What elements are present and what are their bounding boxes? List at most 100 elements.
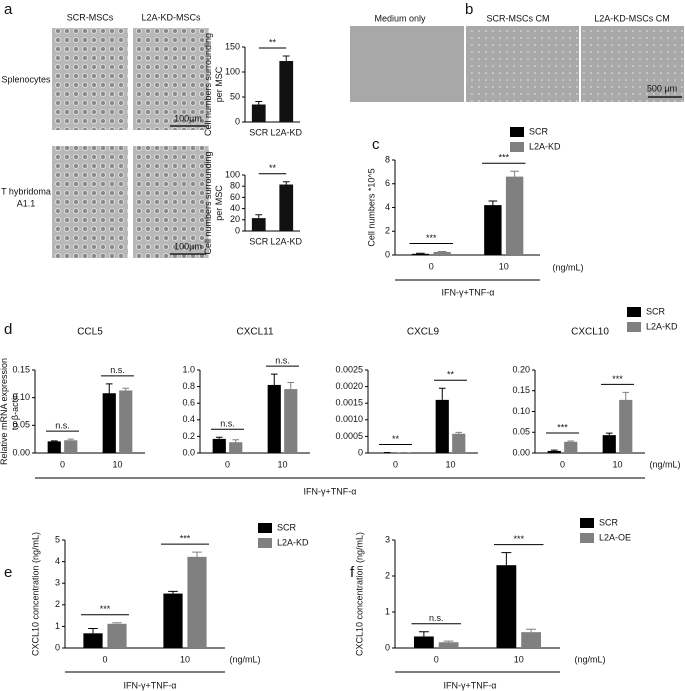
y-axis-label: CXCL10 concentration (ng/mL) xyxy=(354,532,364,656)
image-label: SCR-MSCs CM xyxy=(487,13,550,23)
y-tick-label: 50 xyxy=(230,91,240,101)
error-bar xyxy=(168,590,178,594)
significance-label: *** xyxy=(180,533,191,543)
unit-label: (ng/mL) xyxy=(229,654,260,664)
y-tick-label: 40 xyxy=(230,203,240,213)
legend-label: SCR xyxy=(599,517,619,527)
error-bar xyxy=(510,170,519,177)
significance-label: ** xyxy=(447,370,455,380)
chart-title: CCL5 xyxy=(77,327,103,338)
bar xyxy=(564,441,578,453)
bar xyxy=(619,399,633,453)
x-tick-label: 10 xyxy=(277,459,287,469)
y-tick-label: 8 xyxy=(385,154,390,164)
row-label: Splenocytes xyxy=(1,74,51,84)
y-tick-label: 80 xyxy=(230,181,240,191)
x-tick-label: L2A-KD xyxy=(270,127,302,137)
micrograph xyxy=(52,146,128,258)
error-bar xyxy=(622,391,630,400)
error-bar xyxy=(488,200,498,206)
bar xyxy=(602,435,616,453)
error-bar xyxy=(112,622,122,624)
y-axis-label: to β-actin xyxy=(10,393,20,430)
chart-title: CXCL10 xyxy=(571,327,609,338)
bar xyxy=(64,440,78,453)
y-tick-label: 0 xyxy=(55,642,60,652)
bar xyxy=(413,636,434,648)
y-tick-label: 6 xyxy=(385,178,390,188)
significance-label: *** xyxy=(498,153,509,163)
bar xyxy=(251,104,266,122)
error-bar xyxy=(437,250,447,253)
significance-label: *** xyxy=(513,534,524,544)
bar xyxy=(83,633,103,648)
y-tick-label: 0.05 xyxy=(512,427,530,437)
bar xyxy=(212,438,226,453)
error-bar xyxy=(255,214,263,219)
legend-swatch xyxy=(510,142,524,152)
x-tick-label: 10 xyxy=(180,654,190,664)
error-bar xyxy=(105,383,113,394)
legend-label: SCR xyxy=(646,306,666,316)
y-axis-label: per MSC xyxy=(214,66,224,102)
error-bar xyxy=(567,440,575,442)
x-tick-label: 0 xyxy=(560,459,565,469)
y-tick-label: 1 xyxy=(55,621,60,631)
bar xyxy=(438,642,459,648)
y-tick-label: 0 xyxy=(235,116,240,126)
y-tick-label: 0.4 xyxy=(182,414,195,424)
error-bar xyxy=(255,101,263,105)
error-bar xyxy=(122,387,130,391)
legend-swatch xyxy=(627,307,641,317)
error-bar xyxy=(501,552,512,566)
y-tick-label: 0.0025 xyxy=(335,364,363,374)
bar xyxy=(505,176,524,255)
x-axis-label: IFN-γ+TNF-α xyxy=(444,680,497,690)
bar xyxy=(47,441,61,453)
y-axis-label: Relative mRNA expression xyxy=(0,358,9,465)
significance-label: *** xyxy=(612,374,623,384)
y-tick-label: 0.6 xyxy=(182,398,195,408)
x-tick-label: L2A-KD xyxy=(270,236,302,246)
panel-letter: f xyxy=(350,564,355,581)
bar xyxy=(267,384,281,453)
x-tick-label: 10 xyxy=(612,459,622,469)
x-tick-label: 0 xyxy=(429,261,434,271)
bar xyxy=(107,623,127,648)
row-label: T hybridoma xyxy=(1,186,51,196)
y-tick-label: 150 xyxy=(225,41,240,51)
legend-swatch xyxy=(580,533,594,543)
x-tick-label: 0 xyxy=(225,459,230,469)
significance-label: n.s. xyxy=(429,613,444,623)
significance-label: ** xyxy=(392,434,400,444)
x-tick-label: 10 xyxy=(112,459,122,469)
panel-letter: d xyxy=(4,321,12,338)
y-tick-label: 0.00 xyxy=(12,447,30,457)
y-tick-label: 0.0010 xyxy=(335,414,363,424)
x-tick-label: 10 xyxy=(445,459,455,469)
x-tick-label: 0 xyxy=(60,459,65,469)
error-bar xyxy=(282,55,290,61)
bar xyxy=(102,393,116,453)
error-bar xyxy=(605,432,613,436)
y-axis-label: CXCL10 concentration (ng/mL) xyxy=(30,532,40,656)
y-tick-label: 4 xyxy=(385,202,390,212)
y-tick-label: 0.05 xyxy=(12,420,30,430)
chart-title: CXCL11 xyxy=(236,327,273,338)
bar xyxy=(521,632,542,648)
error-bar xyxy=(455,431,463,434)
bar xyxy=(433,252,451,255)
x-axis-label: IFN-γ+TNF-α xyxy=(124,680,177,690)
y-tick-label: 2 xyxy=(385,570,390,580)
legend-label: L2A-KD xyxy=(646,321,678,331)
y-tick-label: 0.15 xyxy=(512,385,530,395)
significance-label: n.s. xyxy=(220,419,235,429)
significance-label: *** xyxy=(426,233,437,243)
legend-swatch xyxy=(258,538,272,548)
micrograph xyxy=(581,26,684,102)
y-tick-label: 2 xyxy=(385,226,390,236)
y-tick-label: 0.0020 xyxy=(335,381,363,391)
unit-label: (ng/mL) xyxy=(552,262,583,272)
column-label: SCR-MSCs xyxy=(67,12,114,22)
